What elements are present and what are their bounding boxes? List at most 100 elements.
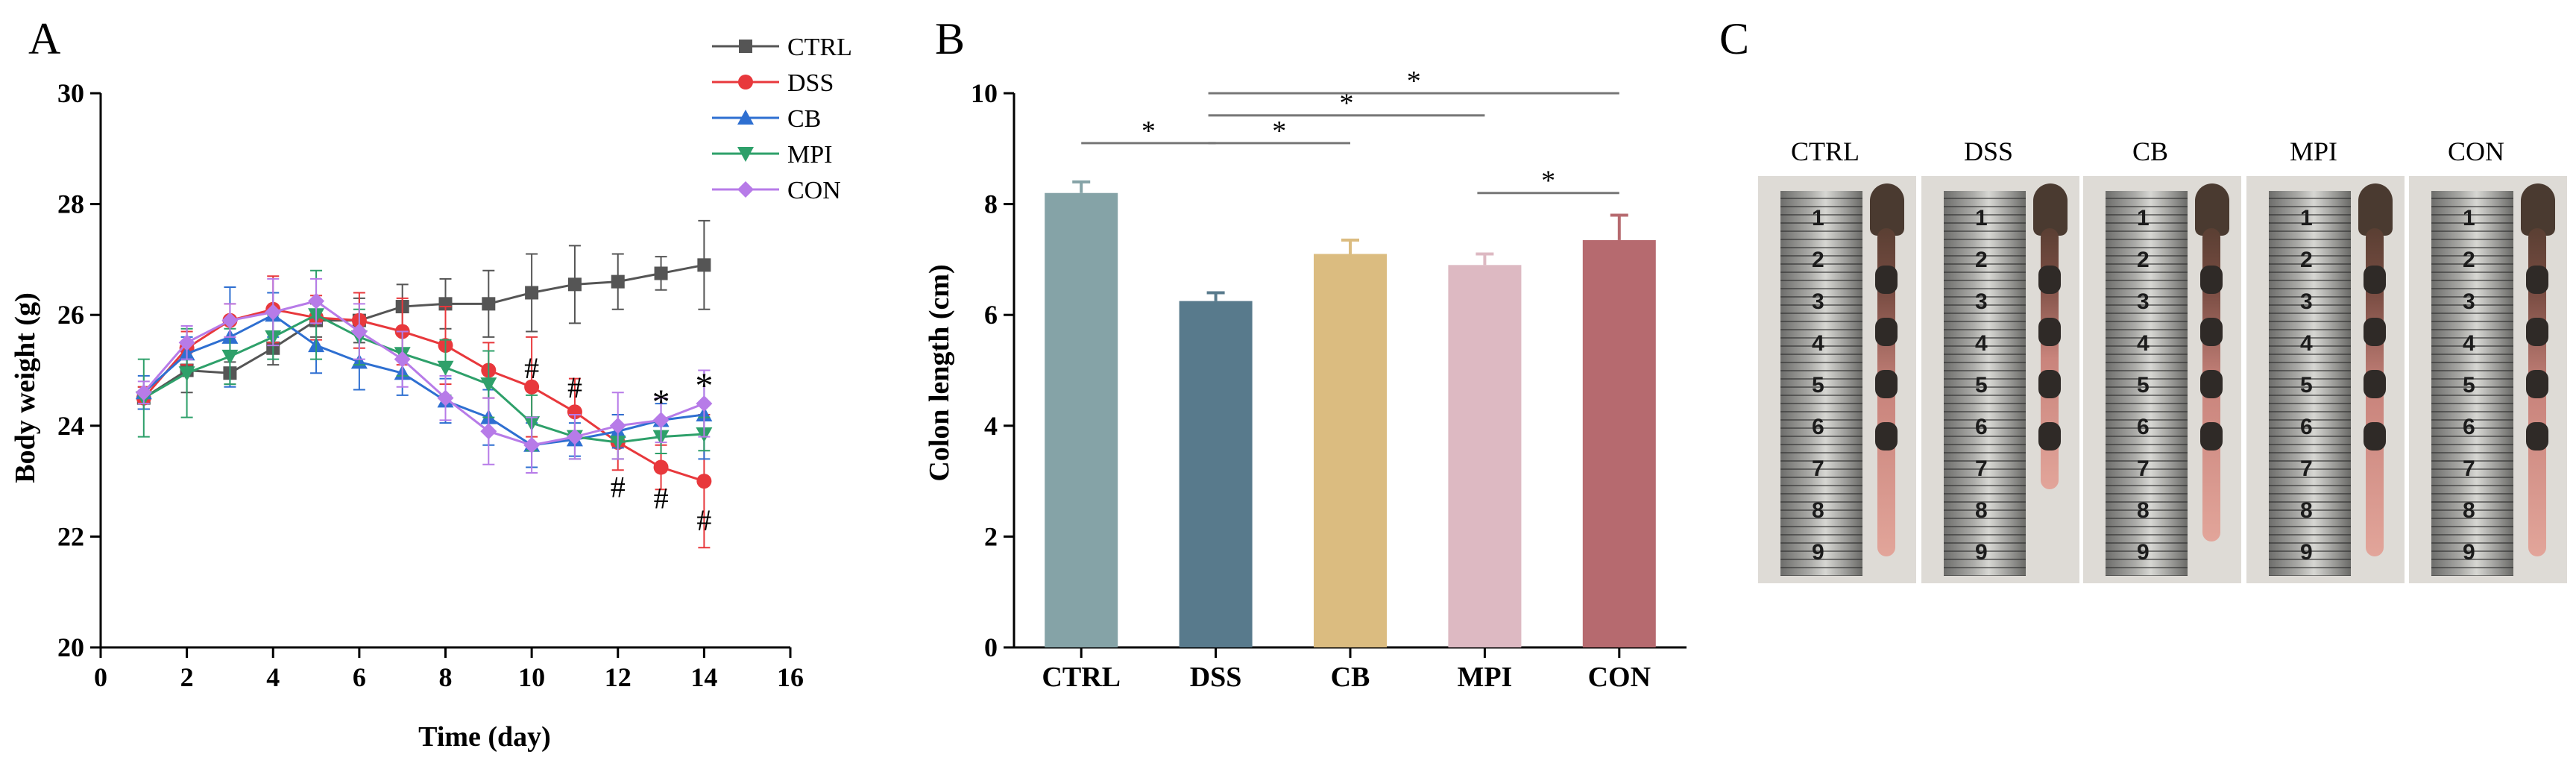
colon-photo-mpi: 1 2 3 4 5 6 7 8 9: [2246, 176, 2405, 583]
fecal-pellet: [1875, 318, 1898, 346]
ruler-number: 5: [2463, 373, 2475, 398]
significance-mark: *: [695, 366, 713, 406]
data-point: [524, 379, 540, 395]
x-tick-label: 14: [690, 662, 717, 692]
y-tick-label: 20: [57, 632, 84, 662]
legend: CTRL DSS CB MPI CON: [712, 34, 852, 204]
ruler-ticks: [1780, 191, 1862, 576]
data-point: [567, 277, 582, 292]
legend-marker: [738, 75, 753, 90]
significance-star: *: [1340, 88, 1354, 119]
ruler-number: 7: [1975, 456, 1988, 481]
ruler-number: 8: [2300, 498, 2313, 523]
series-mpi: [135, 269, 713, 460]
ruler-number: 4: [2300, 331, 2313, 356]
series-con: [135, 277, 713, 474]
y-tick-label: 10: [971, 78, 998, 108]
ruler-number: 6: [2137, 415, 2150, 439]
fecal-pellet: [1875, 266, 1898, 294]
data-point: [437, 389, 454, 406]
ruler-number: 7: [1812, 456, 1824, 481]
x-tick-label: 10: [518, 662, 545, 692]
ruler-number: 8: [2137, 498, 2150, 523]
ruler-ticks: [2106, 191, 2188, 576]
significance-mark: #: [567, 371, 582, 404]
data-point: [523, 436, 541, 453]
data-point: [525, 286, 539, 300]
data-point: [350, 323, 368, 340]
fecal-pellet: [2200, 266, 2223, 294]
series-dss: [136, 275, 712, 549]
category-label: CON: [1588, 662, 1651, 693]
significance-mark: #: [611, 471, 626, 504]
ruler-number: 1: [2463, 206, 2475, 230]
series-line: [143, 313, 705, 444]
legend-label: DSS: [787, 69, 834, 97]
ruler-number: 3: [1812, 289, 1824, 314]
fecal-pellet: [2038, 266, 2061, 294]
series-ctrl: [136, 219, 711, 410]
colon-photo-ctrl: 1 2 3 4 5 6 7 8 9: [1758, 176, 1916, 583]
panel-label-c: C: [1719, 14, 1749, 63]
ruler-number: 6: [2463, 415, 2475, 439]
bar-con: [1582, 239, 1656, 647]
chart-a-xlabel: Time (day): [418, 721, 551, 753]
legend-label: CON: [787, 177, 841, 204]
fecal-pellet: [2364, 422, 2386, 451]
cecum: [1870, 183, 1904, 236]
x-tick-label: 2: [180, 662, 194, 692]
photo-label-con: CON: [2448, 136, 2504, 166]
data-point: [480, 423, 497, 440]
panel-label-b: B: [935, 14, 965, 63]
ruler-number: 6: [1812, 415, 1824, 439]
ruler-number: 2: [1812, 248, 1824, 272]
fecal-pellet: [1875, 370, 1898, 398]
ruler: 1 2 3 4 5 6 7 8 9: [1944, 191, 2026, 576]
ruler: 1 2 3 4 5 6 7 8 9: [2106, 191, 2188, 576]
ruler-number: 9: [1812, 540, 1824, 565]
fecal-pellet: [2038, 370, 2061, 398]
legend-label: CB: [787, 105, 821, 133]
ruler: 1 2 3 4 5 6 7 8 9: [1780, 191, 1862, 576]
data-point: [265, 304, 282, 321]
photo-label-dss: DSS: [1964, 136, 2013, 166]
ruler-ticks: [2269, 191, 2351, 576]
bar-cb: [1314, 254, 1387, 648]
ruler-number: 7: [2300, 456, 2313, 481]
ruler-number: 8: [1975, 498, 1988, 523]
significance-mark: #: [524, 351, 539, 385]
x-tick-label: 8: [439, 662, 453, 692]
ruler-number: 3: [2463, 289, 2475, 314]
ruler-number: 5: [2137, 373, 2150, 398]
data-point: [697, 258, 711, 272]
category-label: CTRL: [1042, 662, 1121, 693]
legend-marker: [737, 181, 754, 198]
fecal-pellet: [2364, 266, 2386, 294]
y-tick-label: 8: [984, 189, 998, 219]
chart-a-ylabel: Body weight (g): [10, 292, 41, 483]
data-point: [696, 395, 713, 412]
data-point: [178, 366, 195, 382]
y-tick-label: 0: [984, 632, 998, 662]
y-tick-label: 4: [984, 411, 998, 441]
significance-star: *: [1407, 66, 1421, 97]
fecal-pellet: [2038, 318, 2061, 346]
y-tick-label: 2: [984, 521, 998, 551]
y-tick-label: 22: [57, 521, 84, 551]
legend-marker: [737, 110, 754, 125]
significance-star: *: [1541, 166, 1555, 197]
ruler-number: 9: [1975, 540, 1988, 565]
fecal-pellet: [2526, 422, 2548, 451]
fecal-pellet: [1875, 422, 1898, 451]
ruler-number: 3: [1975, 289, 1988, 314]
cecum: [2358, 183, 2393, 236]
legend-marker: [737, 147, 754, 162]
data-point: [653, 459, 669, 475]
legend-label: CTRL: [787, 34, 852, 61]
data-point: [221, 312, 239, 329]
fecal-pellet: [2364, 318, 2386, 346]
ruler-number: 5: [1812, 373, 1824, 398]
y-tick-label: 24: [57, 411, 84, 441]
data-point: [654, 266, 668, 280]
ruler-number: 1: [2137, 206, 2150, 230]
